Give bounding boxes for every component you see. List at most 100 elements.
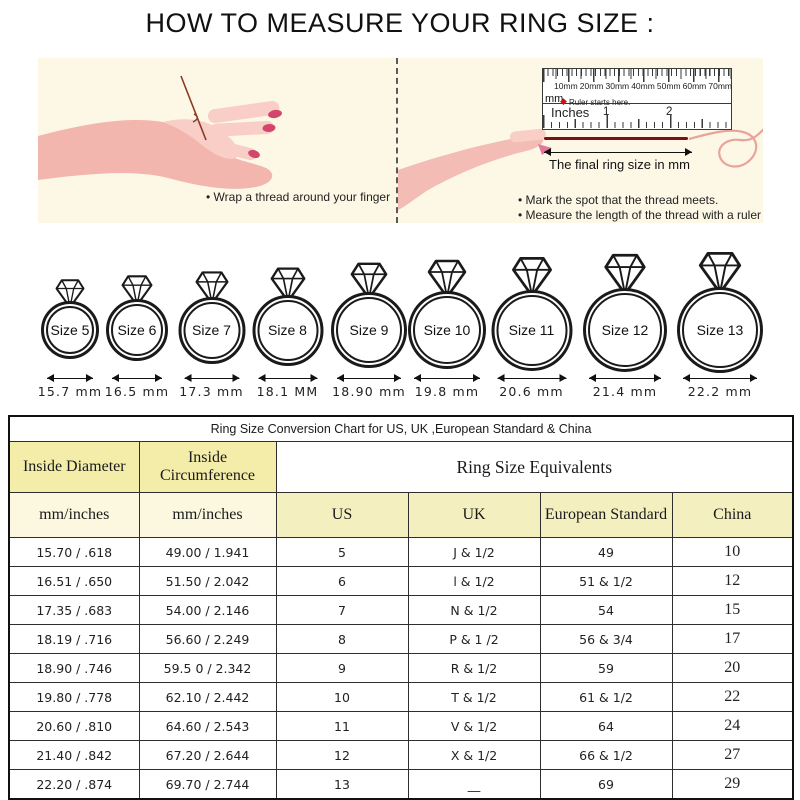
table-row: 22.20 / .874 69.70 / 2.744 13 __ 69 29: [8, 769, 794, 800]
conversion-table: Ring Size Conversion Chart for US, UK ,E…: [8, 415, 795, 800]
cell-diameter: 21.40 / .842: [8, 740, 140, 770]
cell-us: 6: [275, 566, 409, 596]
cell-circumference: 67.20 / 2.644: [138, 740, 277, 770]
ring-size-13: Size 13 22.2 mm: [664, 240, 776, 405]
cell-china: 15: [671, 595, 794, 625]
cell-uk: T & 1/2: [407, 682, 541, 712]
hand-with-thread-illustration: [38, 75, 282, 189]
cell-uk: V & 1/2: [407, 711, 541, 741]
subheader-circumference-units: mm/inches: [138, 492, 277, 538]
cell-european: 54: [539, 595, 673, 625]
cell-european: 49: [539, 537, 673, 567]
diameter-arrow: [258, 374, 317, 383]
ring-band: [252, 295, 323, 366]
cell-european: 66 & 1/2: [539, 740, 673, 770]
mm-label-60: 60mm: [682, 81, 707, 91]
ring-size-arrow: [544, 148, 692, 157]
diameter-arrow: [414, 374, 480, 383]
diameter-label: 20.6 mm: [499, 384, 564, 399]
cell-uk: J & 1/2: [407, 537, 541, 567]
ring-band: [408, 291, 486, 369]
diamond-icon: [55, 279, 85, 309]
cell-circumference: 56.60 / 2.249: [138, 624, 277, 654]
table-row: 21.40 / .842 67.20 / 2.644 12 X & 1/2 66…: [8, 740, 794, 770]
cell-circumference: 62.10 / 2.442: [138, 682, 277, 712]
cell-china: 12: [671, 566, 794, 596]
panel-wrap-thread: • Wrap a thread around your finger: [38, 58, 396, 223]
table-row: 18.19 / .716 56.60 / 2.249 8 P & 1 /2 56…: [8, 624, 794, 654]
ring-size-5: Size 5 15.7 mm: [28, 240, 112, 405]
ruler-mm-labels: 10mm 20mm 30mm 40mm 50mm 60mm 70mm: [553, 81, 733, 91]
ring-band: [178, 297, 245, 364]
ruler-starts-here-label: Ruler starts here.: [569, 98, 631, 107]
cell-us: 13: [275, 769, 409, 800]
diamond-icon: [194, 271, 229, 305]
mm-label-70: 70mm: [708, 81, 732, 91]
cell-uk: __: [407, 769, 541, 800]
cell-uk: R & 1/2: [407, 653, 541, 683]
diameter-label: 15.7 mm: [37, 384, 103, 399]
subheader-diameter-units: mm/inches: [8, 492, 140, 538]
cell-uk: N & 1/2: [407, 595, 541, 625]
ring-size-11: Size 11 20.6 mm: [478, 240, 585, 405]
ruler-start-marker-icon: ◆: [560, 96, 567, 106]
ring-size-diagrams: Size 5 15.7 mm Size 6 16.5 mm Size 7 17.…: [0, 240, 800, 405]
mm-label-40: 40mm: [631, 81, 655, 91]
ruler-midline: [543, 103, 731, 105]
cell-diameter: 18.19 / .716: [8, 624, 140, 654]
instruction-panels: • Wrap a thread around your finger 10mm …: [38, 58, 763, 223]
ring-band: [677, 287, 763, 373]
cell-circumference: 59.5 0 / 2.342: [138, 653, 277, 683]
subheader-us: US: [275, 492, 409, 538]
ring-size-label: Size 7: [192, 322, 231, 338]
cell-diameter: 17.35 / .683: [8, 595, 140, 625]
ring-size-label: Size 6: [117, 322, 157, 338]
subheader-china: China: [671, 492, 794, 538]
mm-label-50: 50mm: [656, 81, 681, 91]
diameter-arrow: [47, 374, 93, 383]
cell-diameter: 20.60 / .810: [8, 711, 140, 741]
cell-china: 22: [671, 682, 794, 712]
mark-spot-caption: • Mark the spot that the thread meets.: [518, 193, 719, 207]
cell-european: 56 & 3/4: [539, 624, 673, 654]
cell-china: 17: [671, 624, 794, 654]
cell-diameter: 19.80 / .778: [8, 682, 140, 712]
ring-size-label: Size 8: [268, 322, 307, 338]
ring-size-label: Size 12: [601, 322, 649, 338]
cell-us: 7: [275, 595, 409, 625]
ring-size-10: Size 10 19.8 mm: [395, 240, 499, 405]
ring-size-label: Size 10: [423, 322, 471, 338]
diameter-label: 18.90 mm: [332, 384, 406, 399]
cell-european: 61 & 1/2: [539, 682, 673, 712]
diameter-arrow: [589, 374, 661, 383]
ring-band: [106, 299, 168, 361]
ring-size-9: Size 9 18.90 mm: [318, 240, 420, 405]
diamond-icon: [121, 275, 153, 307]
table-row: 20.60 / .810 64.60 / 2.543 11 V & 1/2 64…: [8, 711, 794, 741]
table-row: 15.70 / .618 49.00 / 1.941 5 J & 1/2 49 …: [8, 537, 794, 567]
cell-european: 64: [539, 711, 673, 741]
page-title: HOW TO MEASURE YOUR RING SIZE :: [145, 8, 655, 38]
measure-length-caption: • Measure the length of the thread with …: [518, 208, 762, 222]
inch-number-2: 2: [666, 106, 673, 118]
mm-label-10: 10mm: [554, 81, 578, 91]
ruler: 10mm 20mm 30mm 40mm 50mm 60mm 70mm mm ◆ …: [542, 68, 732, 130]
cell-us: 10: [275, 682, 409, 712]
ring-band: [41, 301, 99, 359]
cell-circumference: 51.50 / 2.042: [138, 566, 277, 596]
ring-size-label: Size 5: [50, 322, 90, 338]
subheader-european-standard: European Standard: [539, 492, 673, 538]
ring-size-label: Size 13: [696, 322, 744, 338]
ruler-mm-major-ticks: [543, 69, 731, 82]
cell-china: 27: [671, 740, 794, 770]
diameter-label: 16.5 mm: [104, 384, 170, 399]
ring-size-12: Size 12 21.4 mm: [570, 240, 680, 405]
cell-us: 5: [275, 537, 409, 567]
diameter-arrow: [683, 374, 757, 383]
table-row: 18.90 / .746 59.5 0 / 2.342 9 R & 1/2 59…: [8, 653, 794, 683]
table-row: 19.80 / .778 62.10 / 2.442 10 T & 1/2 61…: [8, 682, 794, 712]
cell-circumference: 54.00 / 2.146: [138, 595, 277, 625]
cell-european: 59: [539, 653, 673, 683]
header-ring-size-equivalents: Ring Size Equivalents: [275, 441, 794, 493]
diameter-arrow: [337, 374, 401, 383]
